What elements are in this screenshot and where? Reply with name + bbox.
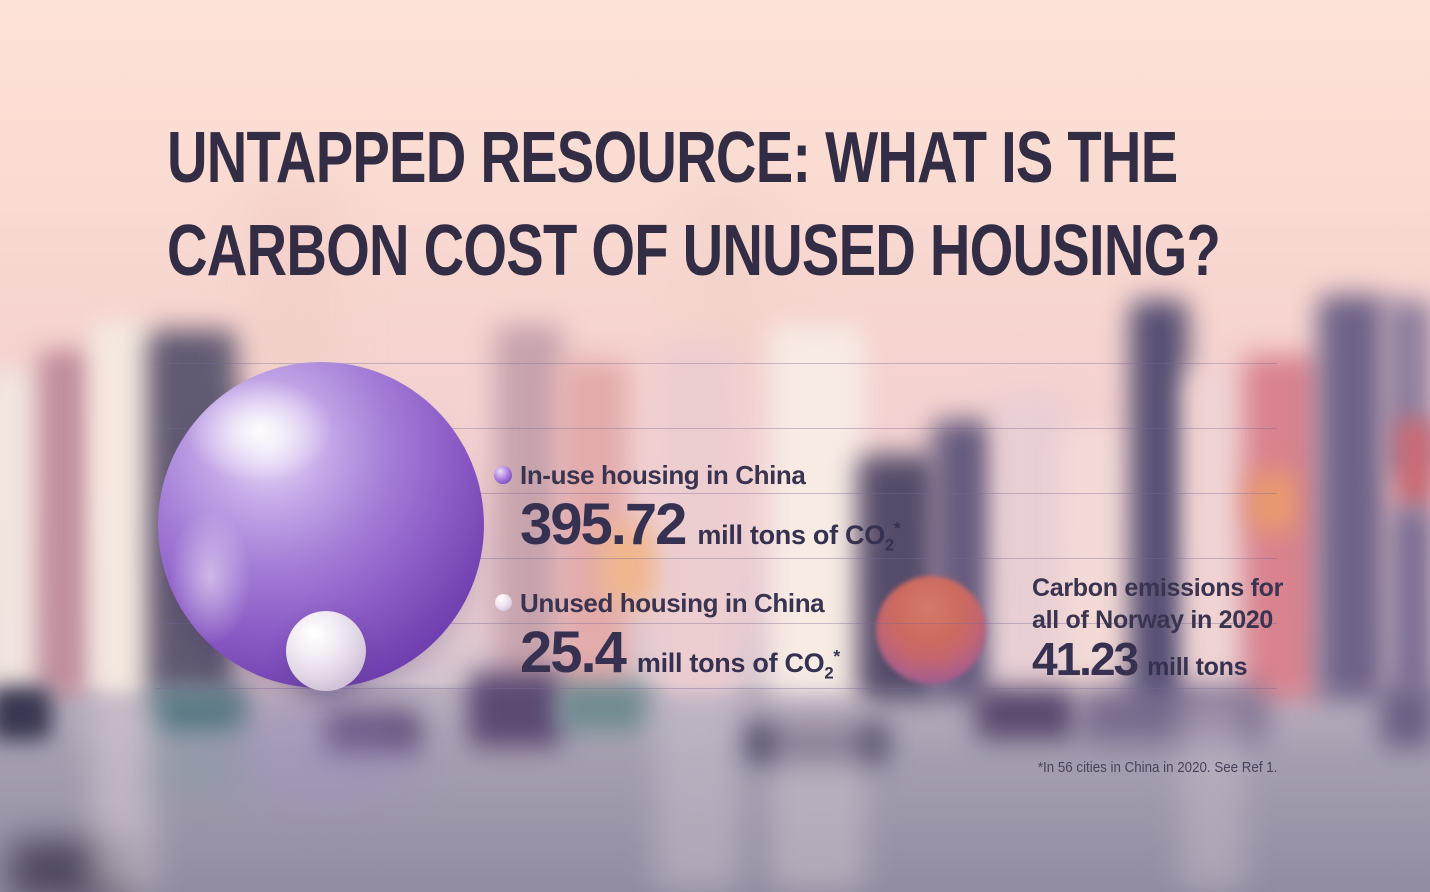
bg-ground-blob — [558, 682, 648, 732]
bg-haze — [250, 180, 340, 390]
unused-housing-bubble — [286, 611, 366, 691]
bg-reflection — [150, 740, 245, 800]
bg-building — [90, 320, 155, 695]
inuse-value: 395.72 — [520, 492, 687, 557]
bg-reflection — [1180, 700, 1245, 890]
norway-label-line-2: all of Norway in 2020 — [1032, 606, 1274, 634]
norway-value: 41.23 — [1032, 633, 1139, 685]
bg-building — [1318, 295, 1386, 700]
gridline — [155, 363, 1277, 364]
unit-text: mill tons of CO — [697, 520, 885, 550]
inuse-unit: mill tons of CO2* — [697, 518, 900, 555]
gridline — [155, 623, 1277, 624]
bg-ground-blob — [1380, 688, 1430, 748]
bg-building — [770, 325, 865, 695]
unused-label: Unused housing in China — [520, 588, 825, 618]
unit-asterisk: * — [893, 518, 901, 538]
inuse-legend-dot — [494, 466, 512, 484]
bg-building — [38, 350, 93, 695]
norway-value-row: 41.23 mill tons — [1032, 633, 1248, 685]
sphere-reflection — [225, 700, 425, 810]
unit-asterisk: * — [833, 646, 840, 666]
bg-reflection — [90, 700, 155, 890]
norway-label-line-1: Carbon emissions for — [1032, 574, 1283, 602]
inuse-value-row: 395.72 mill tons of CO2* — [520, 492, 901, 557]
bg-building — [1390, 505, 1430, 700]
bg-haze — [690, 190, 765, 350]
bg-building — [0, 370, 45, 700]
bg-building — [658, 345, 738, 695]
bg-building — [495, 325, 563, 695]
unused-unit: mill tons of CO2* — [637, 646, 840, 683]
bg-ground-blob — [975, 688, 1075, 740]
bg-ground-blob — [468, 672, 563, 747]
bg-building — [1395, 418, 1430, 513]
bg-building — [1130, 300, 1188, 705]
bg-ground-blob — [325, 712, 420, 754]
bg-reflection — [655, 700, 740, 890]
page-title: UNTAPPED RESOURCE: WHAT IS THE CARBON COS… — [167, 112, 1221, 298]
bg-building — [1062, 430, 1134, 700]
title-line-2: CARBON COST OF UNUSED HOUSING? — [167, 211, 1221, 291]
bg-building — [1185, 370, 1247, 700]
gridline — [155, 558, 1277, 559]
bg-building — [1248, 472, 1298, 532]
gridline — [155, 688, 1277, 689]
bg-ground-blob — [0, 686, 52, 741]
bg-ground-blob — [148, 688, 248, 736]
norway-bubble — [876, 576, 986, 684]
gridline — [155, 493, 1277, 494]
unused-value: 25.4 — [520, 620, 627, 685]
unit-text: mill tons of CO — [636, 648, 825, 678]
inuse-label: In-use housing in China — [520, 460, 806, 490]
norway-unit: mill tons — [1147, 653, 1248, 681]
unit-subscript: 2 — [884, 535, 894, 555]
title-line-1: UNTAPPED RESOURCE: WHAT IS THE — [167, 118, 1178, 198]
bg-reflection — [770, 700, 865, 890]
gridline — [155, 428, 1277, 429]
unused-value-row: 25.4 mill tons of CO2* — [520, 624, 840, 683]
unit-subscript: 2 — [824, 663, 834, 683]
bg-building — [995, 395, 1065, 700]
footnote: *In 56 cities in China in 2020. See Ref … — [1037, 760, 1277, 776]
unused-legend-dot — [495, 594, 512, 611]
